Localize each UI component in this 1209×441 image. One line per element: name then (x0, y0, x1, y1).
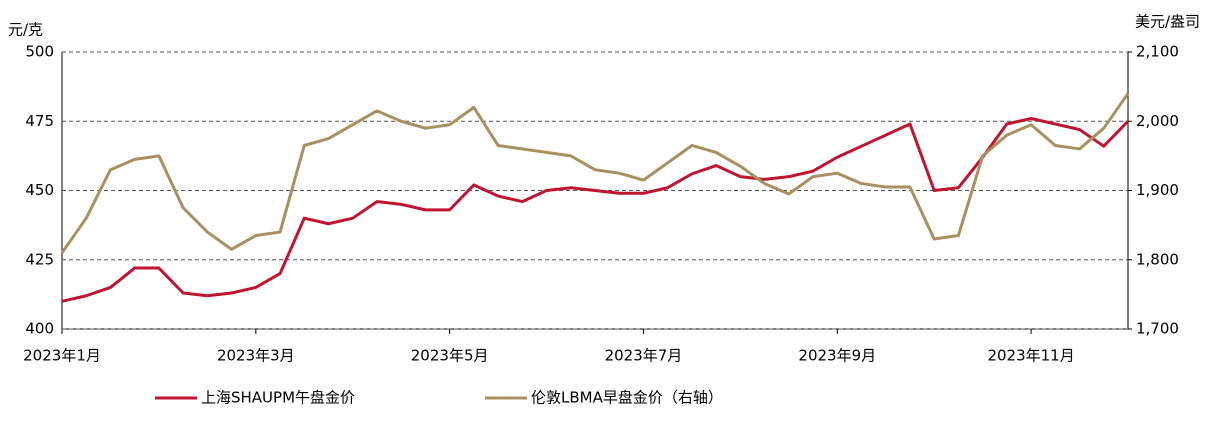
y2-tick-label: 2,100 (1136, 43, 1179, 61)
y-axis-label: 元/克 (8, 21, 43, 39)
x-tick-label: 2023年1月 (23, 347, 101, 365)
y2-tick-label: 2,000 (1136, 112, 1179, 130)
x-tick-label: 2023年5月 (411, 347, 489, 365)
x-tick-label: 2023年3月 (217, 347, 295, 365)
y2-tick-label: 1,700 (1136, 320, 1179, 338)
legend-label: 上海SHAUPM午盘金价 (201, 389, 355, 407)
series-line (61, 116, 1130, 303)
y-tick-label: 425 (25, 250, 54, 268)
y-tick-label: 500 (25, 43, 54, 61)
y-tick-label: 450 (25, 181, 54, 199)
series-line (60, 92, 1130, 254)
y-tick-label: 475 (25, 112, 54, 130)
legend-label: 伦敦LBMA早盘金价（右轴） (531, 389, 723, 407)
x-tick-label: 2023年9月 (798, 347, 876, 365)
y2-tick-label: 1,900 (1136, 181, 1179, 199)
y-tick-label: 400 (25, 320, 54, 338)
x-tick-label: 2023年11月 (987, 347, 1074, 365)
y2-axis-label: 美元/盎司 (1135, 13, 1200, 31)
x-tick-label: 2023年7月 (605, 347, 683, 365)
y2-tick-label: 1,800 (1136, 250, 1179, 268)
